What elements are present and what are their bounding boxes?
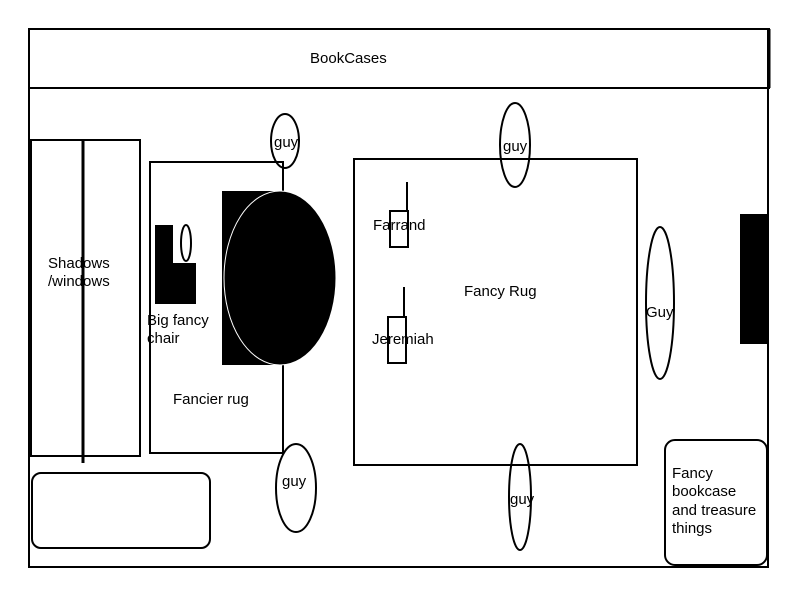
guy-bottom-right [508, 443, 532, 551]
guy-bottom-left [275, 443, 317, 533]
chair-label-line2: chair [147, 330, 180, 347]
bookcases-box [28, 28, 770, 89]
guy-bottom-right-label: guy [510, 491, 535, 508]
bookcase-label-line3: and treasure [672, 502, 756, 519]
guy-right [645, 226, 675, 380]
guy-top-left [270, 113, 300, 169]
guy-top-left-label: guy [274, 134, 299, 151]
right-wall-block [740, 214, 768, 344]
bookcase-label-line4: things [672, 520, 712, 537]
jeremiah-figure [387, 316, 407, 364]
round-table [223, 190, 337, 366]
guy-top-right [499, 102, 531, 188]
fancy-rug [353, 158, 638, 466]
fancier-rug-label: Fancier rug [173, 391, 249, 408]
shadows-label-line2: /windows [48, 273, 110, 290]
bookcase-label-line1: Fancy [672, 465, 713, 482]
guy-right-label: Guy [646, 304, 674, 321]
bookcases-label: BookCases [310, 50, 387, 67]
farrand-label: Farrand [373, 217, 426, 234]
farrand-figure [389, 210, 409, 248]
shadows-label-line1: Shadows [48, 255, 110, 272]
fancy-bookcase-box [664, 439, 768, 566]
bookcase-label-line2: bookcase [672, 483, 736, 500]
chair-label-line1: Big fancy [147, 312, 209, 329]
jeremiah-label: Jeremiah [372, 331, 434, 348]
guy-bottom-left-label: guy [282, 473, 307, 490]
fancy-rug-label: Fancy Rug [464, 283, 537, 300]
lower-left-box [31, 472, 211, 549]
guy-top-right-label: guy [503, 138, 528, 155]
shadows-windows-box [30, 139, 141, 457]
chair-seat [155, 263, 196, 304]
chair-person [180, 224, 192, 262]
